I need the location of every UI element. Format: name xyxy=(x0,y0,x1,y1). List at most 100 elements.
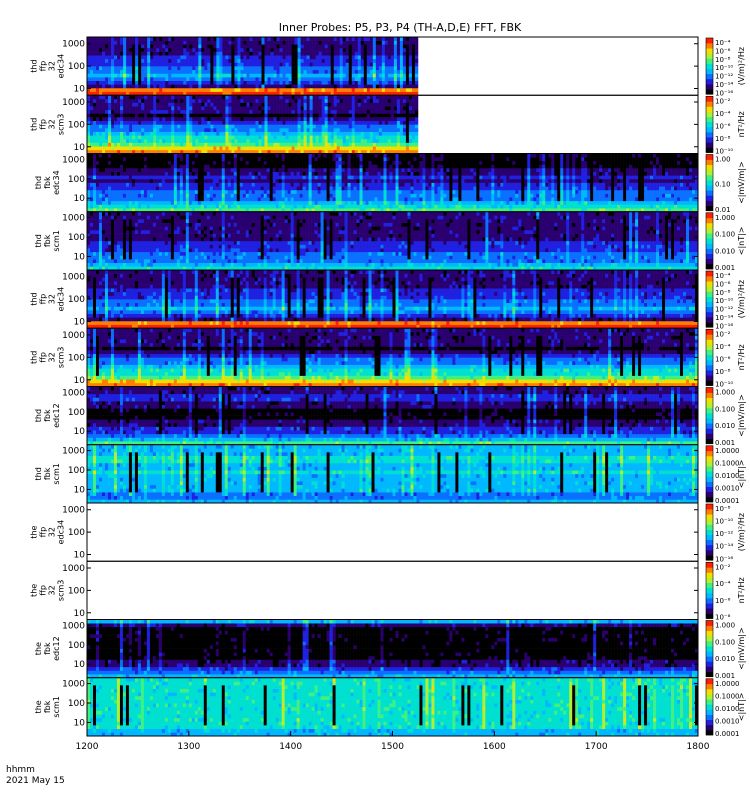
spectrogram-cell xyxy=(123,91,127,96)
spectrogram-cell xyxy=(306,138,310,143)
spectrogram-cell xyxy=(293,193,297,198)
spectrogram-cell xyxy=(132,73,136,78)
spectrogram-cell xyxy=(399,37,404,41)
spectrogram-cell xyxy=(231,58,235,63)
spectrogram-cell xyxy=(363,55,368,60)
spectrogram-cell xyxy=(306,51,310,56)
spectrogram-cell xyxy=(222,51,226,56)
spectrogram-cell xyxy=(281,193,285,198)
spectrogram-cell xyxy=(363,128,368,132)
spectrogram-cell xyxy=(140,204,145,209)
spectrogram-cell xyxy=(342,47,347,52)
spectrogram-cell xyxy=(315,124,319,129)
spectrogram-cell xyxy=(216,40,220,45)
spectrogram-cell xyxy=(93,37,97,41)
spectrogram-cell xyxy=(222,58,226,63)
spectrogram-cell xyxy=(170,168,175,172)
spectrogram-cell xyxy=(173,157,178,162)
spectrogram-cell xyxy=(162,77,166,81)
spectrogram-cell xyxy=(140,175,145,180)
spectrogram-cell xyxy=(140,182,145,187)
spectrogram-cell xyxy=(339,138,344,143)
spectrogram-cell xyxy=(354,124,359,129)
spectrogram-cell xyxy=(180,95,184,100)
spectrogram-cell xyxy=(369,128,374,132)
spectrogram-cell xyxy=(252,80,256,85)
spectrogram-cell xyxy=(333,77,338,81)
spectrogram-cell xyxy=(246,66,250,71)
spectrogram-cell xyxy=(95,171,100,176)
spectrogram-cell xyxy=(342,37,347,41)
spectrogram-cell xyxy=(341,182,345,187)
spectrogram-cell xyxy=(87,175,91,180)
spectrogram-cell xyxy=(273,40,277,45)
spectrogram-cell xyxy=(108,91,112,96)
spectrogram-cell xyxy=(153,58,157,63)
spectrogram-cell xyxy=(186,95,190,100)
spectrogram-cell xyxy=(174,62,178,67)
spectrogram-cell xyxy=(402,95,407,100)
spectrogram-cell xyxy=(222,47,226,52)
spectrogram-cell xyxy=(414,149,419,154)
spectrogram-cell xyxy=(341,160,345,165)
spectrogram-cell xyxy=(357,73,362,78)
colorbar-tick-label: 10⁻² xyxy=(715,97,731,105)
spectrogram-cell xyxy=(155,157,160,162)
spectrogram-cell xyxy=(90,91,94,96)
spectrogram-cell xyxy=(312,58,316,63)
spectrogram-cell xyxy=(195,102,199,107)
spectrogram-cell xyxy=(309,55,313,60)
spectrogram-cell xyxy=(119,197,124,202)
spectrogram-cell xyxy=(189,37,193,41)
spectrogram-cell xyxy=(354,55,359,60)
spectrogram-cell xyxy=(135,58,139,63)
spectrogram-cell xyxy=(152,182,157,187)
spectrogram-cell xyxy=(182,182,187,187)
spectrogram-cell xyxy=(323,208,327,213)
spectrogram-cell xyxy=(354,146,359,151)
spectrogram-cell xyxy=(354,62,359,67)
spectrogram-cell xyxy=(116,160,121,165)
spectrogram-cell xyxy=(275,164,279,169)
spectrogram-cell xyxy=(138,91,142,96)
spectrogram-cell xyxy=(168,149,172,154)
spectrogram-cell xyxy=(314,189,318,194)
spectrogram-cell xyxy=(225,102,229,107)
spectrogram-cell xyxy=(287,200,291,205)
spectrogram-cell xyxy=(327,142,332,147)
spectrogram-cell xyxy=(225,131,229,136)
spectrogram-cell xyxy=(183,98,187,103)
spectrogram-cell xyxy=(231,113,235,118)
spectrogram-cell xyxy=(191,208,196,213)
spectrogram-cell xyxy=(221,157,226,162)
spectrogram-cell xyxy=(363,146,368,151)
spectrogram-cell xyxy=(399,113,404,118)
spectrogram-cell xyxy=(402,98,407,103)
spectrogram-cell xyxy=(114,95,118,100)
spectrogram-cell xyxy=(222,146,226,151)
spectrogram-cell xyxy=(366,91,371,96)
spectrogram-cell xyxy=(194,178,199,183)
spectrogram-cell xyxy=(144,131,148,136)
spectrogram-cell xyxy=(177,47,181,52)
spectrogram-cell xyxy=(204,47,208,52)
spectrogram-cell xyxy=(222,95,226,100)
spectrogram-cell xyxy=(308,160,312,165)
spectrogram-cell xyxy=(320,175,324,180)
spectrogram-cell xyxy=(170,160,175,165)
spectrogram-cell xyxy=(114,131,118,136)
spectrogram-cell xyxy=(323,157,327,162)
spectrogram-cell xyxy=(414,131,419,136)
spectrogram-cell xyxy=(287,186,291,191)
spectrogram-cell xyxy=(225,87,229,92)
spectrogram-cell xyxy=(210,120,214,125)
spectrogram-cell xyxy=(225,84,229,89)
spectrogram-cell xyxy=(276,62,280,67)
spectrogram-cell xyxy=(221,200,226,205)
spectrogram-cell xyxy=(174,135,178,140)
spectrogram-cell xyxy=(246,84,250,89)
spectrogram-cell xyxy=(294,66,298,71)
spectrogram-cell xyxy=(224,208,229,213)
spectrogram-cell xyxy=(203,200,208,205)
spectrogram-cell xyxy=(159,131,163,136)
